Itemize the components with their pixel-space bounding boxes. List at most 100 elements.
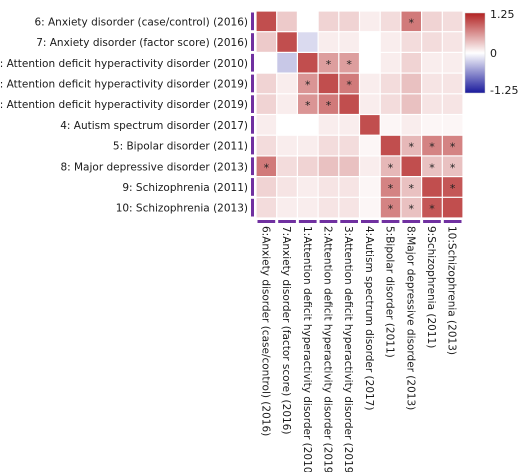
heatmap-cell: [422, 32, 442, 52]
heatmap-cell: [360, 53, 380, 73]
heatmap-cell: [298, 32, 318, 52]
row-label: 9: Schizophrenia (2011): [122, 182, 248, 194]
heatmap-cell: [401, 115, 421, 135]
column-label: 8:Major depressive disorder (2013): [404, 226, 416, 410]
heatmap-cell: [422, 53, 442, 73]
heatmap-cell: [401, 73, 421, 94]
row-accent-bar: [251, 95, 254, 113]
heatmap-cell: [318, 197, 339, 218]
heatmap-cell: [277, 32, 297, 52]
color-scale-gradient: [464, 12, 486, 94]
heatmap-cell: [401, 32, 421, 52]
heatmap-cell: [318, 115, 339, 135]
heatmap-cell: [360, 197, 380, 218]
heatmap-cell: [298, 11, 318, 32]
heatmap-cell: [442, 53, 463, 73]
column-accent-bar: [381, 220, 400, 223]
row-accent-bar: [251, 12, 254, 31]
heatmap-cell: [256, 135, 277, 156]
significance-star: *: [346, 58, 352, 71]
column-label: 9:Schizophrenia (2011): [425, 226, 437, 348]
row-label: 1: Attention deficit hyperactivity disor…: [0, 58, 248, 70]
row-accent-bar: [251, 136, 254, 155]
significance-star: *: [450, 141, 456, 154]
significance-star: *: [409, 16, 415, 29]
column-label: 5:Bipolar disorder (2011): [384, 226, 396, 358]
significance-star: *: [450, 182, 456, 195]
heatmap-cell: [422, 156, 442, 176]
heatmap-cell: [422, 73, 442, 94]
heatmap-cell: [442, 73, 463, 94]
column-label: 10:Schizophrenia (2013): [446, 226, 458, 355]
heatmap-cell: [318, 53, 339, 73]
heatmap-cell: [256, 156, 277, 176]
significance-star: *: [388, 182, 394, 195]
heatmap-cell: [318, 32, 339, 52]
heatmap-cell: [318, 73, 339, 94]
heatmap-cell: [380, 197, 401, 218]
heatmap-cell: [442, 135, 463, 156]
heatmap-cell: [442, 115, 463, 135]
significance-star: *: [346, 78, 352, 91]
heatmap-cell: [318, 135, 339, 156]
significance-star: *: [326, 58, 332, 71]
heatmap-cell: [401, 94, 421, 114]
heatmap-cell: [401, 177, 421, 197]
heatmap-cell: [298, 177, 318, 197]
column-label: 4:Autism spectrum disorder (2017): [363, 226, 375, 410]
heatmap-cell: [401, 135, 421, 156]
heatmap-cell: [360, 135, 380, 156]
heatmap-cell: [401, 156, 421, 176]
row-labels: 6: Anxiety disorder (case/control) (2016…: [0, 16, 248, 214]
heatmap-cell: [339, 197, 359, 218]
column-accent-bar: [340, 220, 358, 223]
heatmap-cell: [442, 156, 463, 176]
significance-star: *: [326, 99, 332, 112]
significance-star: *: [409, 141, 415, 154]
heatmap-cell: [422, 197, 442, 218]
heatmap-cell: [318, 156, 339, 176]
heatmap-cell: [360, 94, 380, 114]
heatmap-cell: [442, 94, 463, 114]
heatmap-cell: [256, 73, 277, 94]
column-labels: 6:Anxiety disorder (case/control) (2016)…: [259, 226, 457, 472]
row-accent-bar: [251, 53, 254, 72]
column-accent-bar: [298, 220, 317, 223]
row-accent-bar: [251, 74, 254, 93]
heatmap-cell: [318, 94, 339, 114]
heatmap-cell: [442, 197, 463, 218]
column-accent-bar: [361, 220, 379, 223]
row-accent-bar: [251, 178, 254, 196]
row-label: 8: Major depressive disorder (2013): [60, 161, 248, 173]
heatmap-cell: [298, 53, 318, 73]
heatmap-cell: [298, 73, 318, 94]
heatmap-cell: [380, 115, 401, 135]
row-accent-bar: [251, 198, 254, 217]
color-scale-tick-min: -1.25: [490, 84, 518, 97]
heatmap-cell: [380, 32, 401, 52]
column-label: 7:Anxiety disorder (factor score) (2016): [280, 226, 292, 434]
heatmap-cell: [277, 156, 297, 176]
heatmap-cell: [298, 94, 318, 114]
heatmap-cell: [360, 11, 380, 32]
significance-star: *: [450, 161, 456, 174]
heatmap-cell: [422, 115, 442, 135]
column-accent-bar: [278, 220, 296, 223]
heatmap-cell: [401, 11, 421, 32]
row-label: 2: Attention deficit hyperactivity disor…: [0, 78, 248, 90]
heatmap-cell: [339, 32, 359, 52]
heatmap-cell: [256, 197, 277, 218]
heatmap-cell: [380, 73, 401, 94]
column-label: 2:Attention deficit hyperactivity disord…: [321, 226, 333, 472]
row-label: 5: Bipolar disorder (2011): [113, 141, 248, 153]
heatmap-cell: [360, 115, 380, 135]
heatmap-cell: [380, 156, 401, 176]
heatmap-cell: [401, 197, 421, 218]
column-label: 3:Attention deficit hyperactivity disord…: [342, 226, 354, 472]
heatmap-cell: [339, 177, 359, 197]
heatmap-cell: [339, 11, 359, 32]
heatmap-cell: [339, 156, 359, 176]
color-scale-legend: 1.25 0 -1.25: [464, 8, 518, 97]
row-accent-bar: [251, 116, 254, 134]
